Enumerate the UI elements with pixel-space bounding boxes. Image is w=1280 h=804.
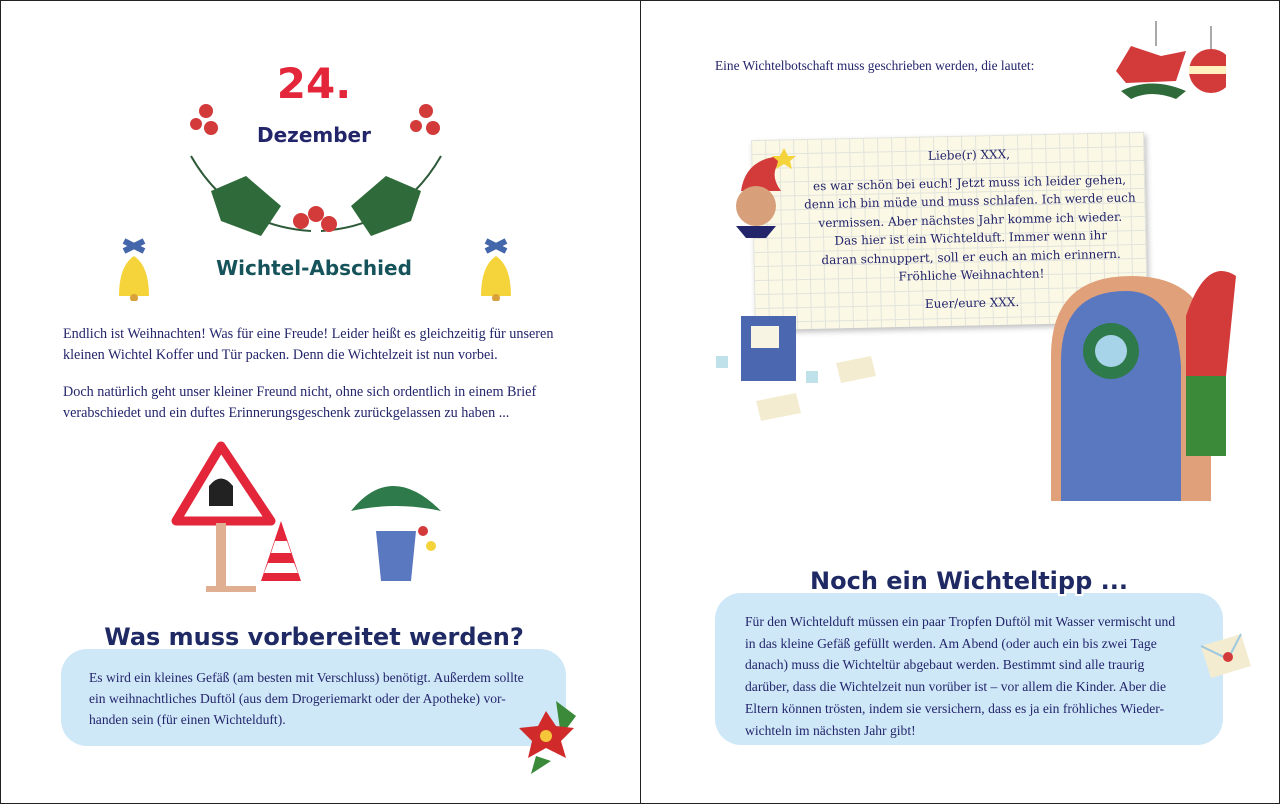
letter-intro: Eine Wichtelbotschaft muss geschrieben w… — [715, 58, 1035, 73]
text-line: wichteln im nächsten Jahr gibt! — [745, 722, 916, 738]
page-title: Wichtel-Abschied — [216, 256, 412, 280]
text-line: Für den Wichtelduft müssen ein paar Trop… — [745, 614, 1176, 629]
intro-paragraph-1: Endlich ist Weihnachten! Was für eine Fr… — [63, 324, 553, 365]
bell-icon — [119, 238, 149, 301]
text-line: Eltern können trösten, indem sie versich… — [745, 700, 1165, 716]
text-line: kleinen Wichtel Koffer und Tür packen. D… — [63, 346, 498, 363]
ornaments-illustration — [1116, 21, 1226, 99]
text-line: Es wird ein kleines Gefäß (am besten mit… — [89, 670, 524, 685]
envelope-heart-icon — [1200, 633, 1251, 678]
elf-face-illustration — [736, 148, 796, 238]
text-line: danach) muss die Wichteltür abgebaut wer… — [745, 657, 1145, 673]
text-line: in das kleine Gefäß gefüllt werden. Am A… — [745, 635, 1157, 651]
text-line: Doch natürlich geht unser kleiner Freund… — [63, 384, 537, 400]
preparation-heading: Was muss vorbereitet werden? — [104, 623, 524, 651]
intro-paragraph-2: Doch natürlich geht unser kleiner Freund… — [63, 382, 536, 423]
text-line: darüber, dass die Wichtelzeit nun vorübe… — [745, 679, 1167, 695]
preparation-text: Es wird ein kleines Gefäß (am besten mit… — [89, 667, 524, 730]
left-page: 24. Dezember Wichtel-Abschied Endlich is… — [0, 0, 641, 804]
text-line: verabschiedet und ein duftes Erinnerungs… — [63, 404, 510, 421]
text-line: Endlich ist Weihnachten! Was für eine Fr… — [63, 326, 554, 342]
date-number: 24. — [276, 59, 352, 108]
poinsettia-icon — [519, 701, 576, 774]
holly-wreath-illustration — [190, 104, 442, 236]
bell-icon — [481, 238, 511, 301]
elf-door-sign-illustration — [171, 441, 301, 592]
right-page: Eine Wichtelbotschaft muss geschrieben w… — [640, 0, 1280, 804]
elf-door-illustration — [1051, 271, 1236, 501]
text-line: handen sein (für einen Wichtelduft). — [89, 712, 286, 727]
tip-heading: Noch ein Wichteltipp ... — [810, 567, 1128, 595]
tip-box — [715, 593, 1223, 745]
text-line: ein weihnachtliches Duftöl (aus dem Drog… — [89, 691, 506, 706]
vase-with-branches-illustration — [351, 486, 441, 581]
preparation-box — [61, 649, 566, 746]
tip-text: Für den Wichtelduft müssen ein paar Trop… — [745, 611, 1175, 741]
mailbox-and-envelopes-illustration — [716, 316, 876, 421]
date-month: Dezember — [257, 123, 371, 147]
